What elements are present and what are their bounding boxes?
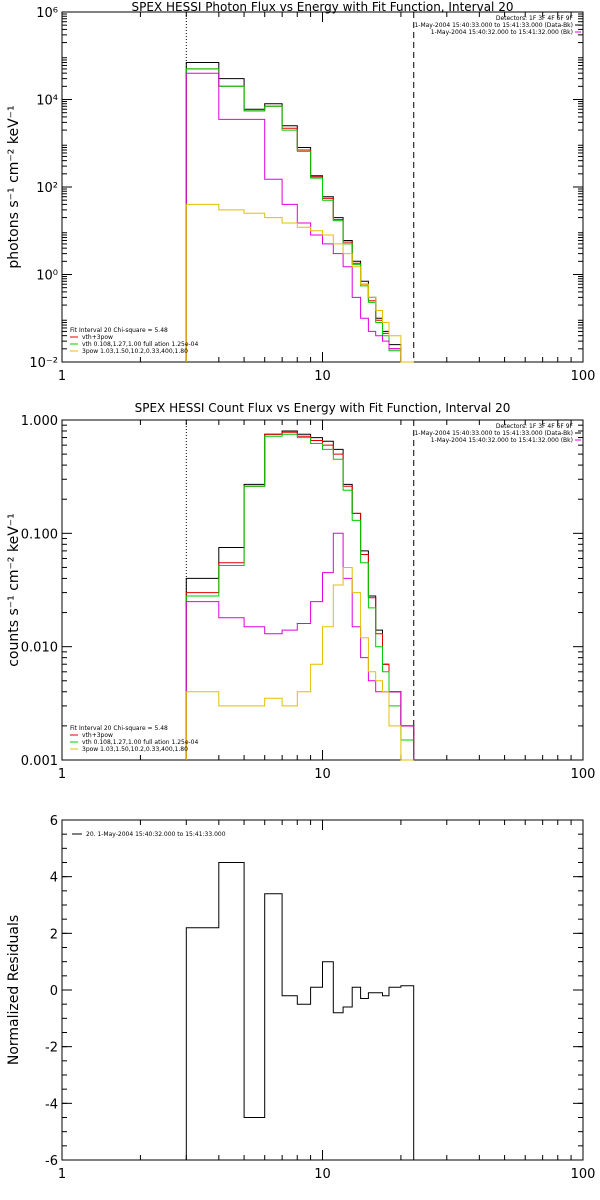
x-tick-label: 10	[314, 767, 331, 782]
legend-text: Detectors: 1F 3F 4F 6F 9F	[496, 423, 574, 430]
x-tick-label: 10	[314, 1167, 331, 1182]
legend-bottom-left: Fit Interval 20 Chi-square = 5.48vth+3po…	[70, 327, 198, 355]
x-tick-label: 1	[58, 1167, 66, 1182]
chart-title: SPEX HESSI Count Flux vs Energy with Fit…	[135, 401, 511, 415]
series-vth	[185, 433, 415, 760]
legend-text: Detectors: 1F 3F 4F 6F 9F	[496, 15, 574, 22]
y-tick-label: 0.100	[21, 527, 58, 542]
legend-text: 1-May-2004 15:40:33.000 to 15:41:33.000 …	[414, 430, 573, 437]
legend-text: 1-May-2004 15:40:33.000 to 15:41:33.000 …	[414, 22, 573, 29]
legend-text: 20. 1-May-2004 15:40:32.000 to 15:41:33.…	[86, 831, 226, 838]
y-tick-label: 2	[50, 927, 58, 942]
series-component-3	[185, 532, 415, 760]
series-vth-3pow	[185, 431, 415, 760]
y-axis-label: counts s⁻¹ cm⁻² keV⁻¹	[6, 513, 22, 667]
y-axis-ticks: 0.001 0.010 0.100 1.000	[21, 414, 583, 769]
series-20-	[185, 862, 415, 1160]
y-axis-ticks: -6 -4 -2 0 2 4 6	[45, 814, 583, 1169]
y-tick-label: 10⁴	[36, 94, 58, 109]
x-tick-label: 100	[571, 369, 596, 384]
y-tick-label: -4	[45, 1097, 58, 1112]
x-tick-label: 1	[58, 369, 66, 384]
x-tick-label: 1	[58, 767, 66, 782]
series-vth	[185, 68, 414, 363]
series-data-bk	[185, 430, 415, 760]
x-tick-label: 10	[314, 369, 331, 384]
legend-text: 1-May-2004 15:40:32.000 to 15:41:32.000 …	[431, 437, 573, 444]
y-tick-label: 10⁶	[36, 6, 58, 21]
legend-text: 3pow 1.03,1.50,10.2,0.33,400,1.80	[82, 348, 188, 355]
chart-panel-2: SPEX HESSI Count Flux vs Energy with Fit…	[6, 401, 595, 782]
y-tick-label: 4	[50, 871, 58, 886]
legend-text: vth 0.108,1.27,1.00 full ation 1.25e-04	[82, 739, 198, 746]
legend-top-left: 20. 1-May-2004 15:40:32.000 to 15:41:33.…	[72, 831, 226, 838]
y-axis-label: photons s⁻¹ cm⁻² keV⁻¹	[6, 105, 22, 268]
plot-frame	[61, 819, 584, 1161]
legend-text: vth 0.108,1.27,1.00 full ation 1.25e-04	[82, 341, 198, 348]
y-tick-label: 10⁰	[36, 269, 58, 284]
legend-text: Fit Interval 20 Chi-square = 5.48	[70, 725, 168, 732]
x-axis-ticks: 1 10 100	[58, 12, 596, 384]
series-3pow	[185, 567, 414, 761]
legend-text: Fit Interval 20 Chi-square = 5.48	[70, 327, 168, 334]
y-axis-ticks: 10⁻² 10⁰ 10² 10⁴ 10⁶	[29, 6, 583, 371]
y-tick-label: 10²	[36, 181, 58, 196]
y-tick-label: -2	[45, 1041, 58, 1056]
series-component-3	[185, 72, 414, 363]
legend-text: vth+3pow	[82, 334, 113, 341]
legend-text: vth+3pow	[82, 732, 113, 739]
legend-top-right: Detectors: 1F 3F 4F 6F 9F1-May-2004 15:4…	[414, 423, 581, 444]
series-3pow	[185, 203, 414, 363]
y-tick-label: 10⁻²	[29, 356, 58, 371]
y-tick-label: 6	[50, 814, 58, 829]
y-axis-label: Normalized Residuals	[6, 915, 22, 1065]
legend-text: 1-May-2004 15:40:32.000 to 15:41:32.000 …	[431, 29, 573, 36]
legend-top-right: Detectors: 1F 3F 4F 6F 9F1-May-2004 15:4…	[414, 15, 581, 36]
x-axis-ticks: 1 10 100	[58, 420, 596, 782]
y-tick-label: 0.001	[21, 754, 58, 769]
y-tick-label: 1.000	[21, 414, 58, 429]
y-tick-label: -6	[45, 1154, 58, 1169]
y-tick-label: 0.010	[21, 641, 58, 656]
x-tick-label: 100	[571, 1167, 596, 1182]
chart-panel-1: SPEX HESSI Photon Flux vs Energy with Fi…	[6, 0, 595, 384]
x-tick-label: 100	[571, 767, 596, 782]
legend-text: 3pow 1.03,1.50,10.2,0.33,400,1.80	[82, 746, 188, 753]
legend-bottom-left: Fit Interval 20 Chi-square = 5.48vth+3po…	[70, 725, 198, 753]
y-tick-label: 0	[50, 984, 58, 999]
x-axis-ticks: 1 10 100	[58, 820, 596, 1182]
chart-title: SPEX HESSI Photon Flux vs Energy with Fi…	[132, 0, 514, 14]
series-data-bk	[185, 62, 414, 363]
chart-panel-3: Normalized Residuals 1 10 100 -6 -4 -2 0 2 4 6 20. …	[6, 814, 595, 1182]
